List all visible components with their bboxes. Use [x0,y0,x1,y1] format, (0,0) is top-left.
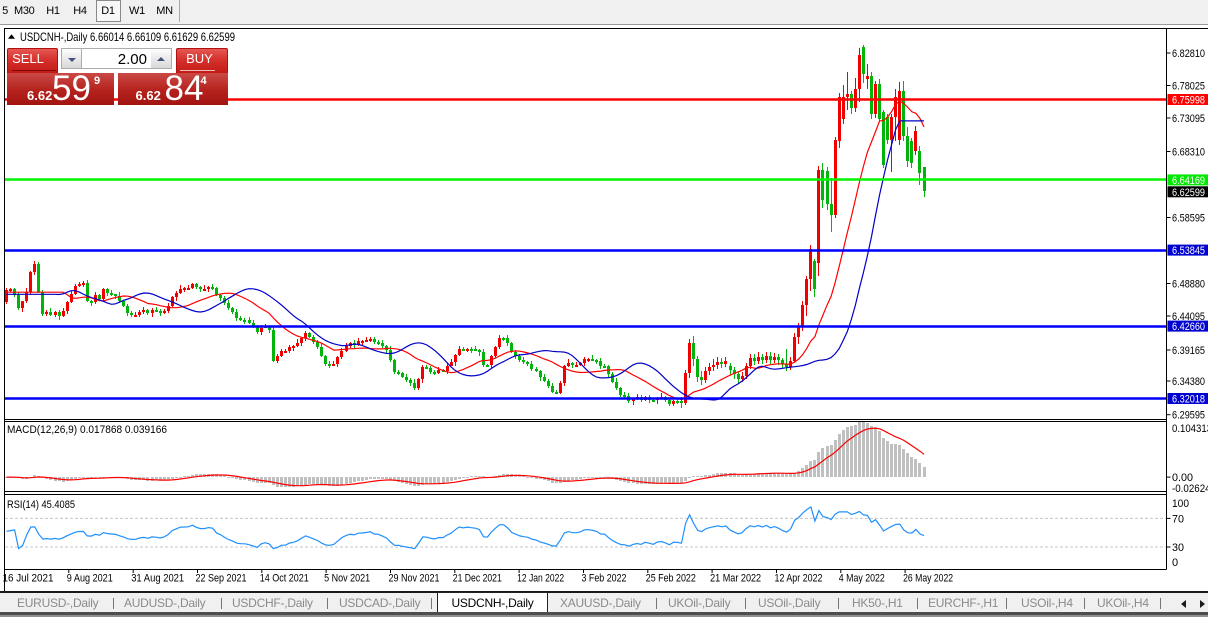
svg-text:6.58595: 6.58595 [1172,213,1205,225]
svg-text:6.32018: 6.32018 [1172,394,1205,406]
svg-text:6.62599: 6.62599 [1172,187,1205,199]
svg-text:6.73095: 6.73095 [1172,113,1205,125]
svg-text:USDCNH-,Daily 6.66014 6.66109: USDCNH-,Daily 6.66014 6.66109 6.61629 6.… [20,30,235,44]
svg-text:6.42660: 6.42660 [1172,321,1205,333]
svg-text:0.104313: 0.104313 [1172,423,1208,435]
svg-text:16 Jul 2021: 16 Jul 2021 [3,573,54,585]
svg-text:12 Jan 2022: 12 Jan 2022 [517,573,564,585]
svg-text:6.39165: 6.39165 [1172,345,1205,357]
svg-text:22 Sep 2021: 22 Sep 2021 [196,573,247,585]
svg-text:6.48880: 6.48880 [1172,279,1205,291]
svg-text:6.44095: 6.44095 [1172,311,1205,323]
svg-text:30: 30 [1172,542,1184,554]
svg-text:31 Aug 2021: 31 Aug 2021 [131,573,184,585]
svg-text:6.68310: 6.68310 [1172,147,1205,159]
svg-text:6.75998: 6.75998 [1172,95,1205,107]
svg-text:25 Feb 2022: 25 Feb 2022 [646,573,696,585]
svg-text:0.00: 0.00 [1172,472,1193,484]
svg-text:4 May 2022: 4 May 2022 [839,573,885,585]
svg-text:MACD(12,26,9) 0.017868 0.03916: MACD(12,26,9) 0.017868 0.039166 [7,424,167,436]
svg-text:12 Apr 2022: 12 Apr 2022 [775,573,823,585]
svg-text:6.53845: 6.53845 [1172,245,1205,257]
svg-text:5 Nov 2021: 5 Nov 2021 [324,573,370,585]
svg-text:21 Dec 2021: 21 Dec 2021 [453,573,502,585]
svg-text:RSI(14) 45.4085: RSI(14) 45.4085 [7,499,75,511]
svg-text:-0.026249: -0.026249 [1172,483,1208,495]
svg-text:70: 70 [1172,513,1184,525]
svg-text:6.78025: 6.78025 [1172,81,1205,93]
svg-text:26 May 2022: 26 May 2022 [903,573,953,585]
svg-text:9 Aug 2021: 9 Aug 2021 [67,573,113,585]
svg-text:14 Oct 2021: 14 Oct 2021 [260,573,309,585]
svg-text:0: 0 [1172,557,1178,569]
svg-text:6.34380: 6.34380 [1172,376,1205,388]
svg-text:6.82810: 6.82810 [1172,48,1205,60]
svg-text:6.64169: 6.64169 [1172,175,1205,187]
svg-text:6.29595: 6.29595 [1172,410,1205,422]
svg-text:100: 100 [1172,498,1189,510]
svg-text:29 Nov 2021: 29 Nov 2021 [389,573,440,585]
svg-text:3 Feb 2022: 3 Feb 2022 [582,573,627,585]
svg-text:21 Mar 2022: 21 Mar 2022 [710,573,761,585]
